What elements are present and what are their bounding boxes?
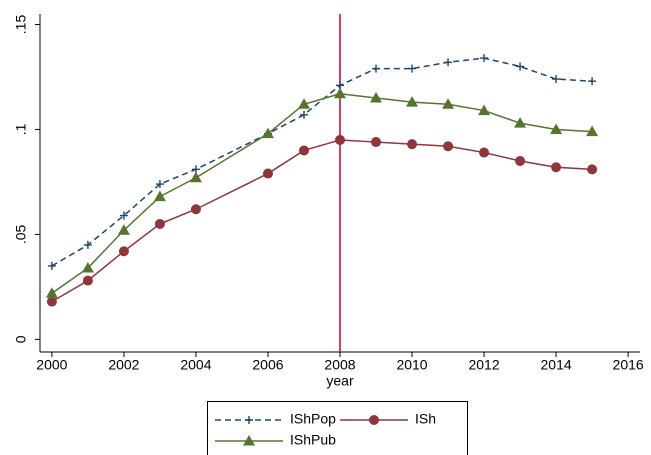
marker — [299, 110, 308, 119]
legend-marker — [369, 415, 379, 425]
y-tick-label: .1 — [13, 123, 29, 135]
y-tick-label: 0 — [13, 335, 29, 343]
marker — [190, 204, 201, 215]
marker — [552, 75, 561, 84]
marker — [119, 211, 128, 220]
marker — [189, 171, 202, 183]
marker — [335, 134, 345, 145]
marker — [480, 54, 489, 63]
marker — [298, 145, 309, 156]
marker — [443, 141, 454, 152]
marker — [479, 147, 490, 158]
marker — [262, 168, 273, 179]
legend-label: IShPop — [290, 411, 336, 427]
marker — [372, 64, 381, 73]
marker — [334, 87, 346, 99]
legend-marker — [243, 435, 255, 446]
x-tick-label: 2000 — [36, 357, 67, 373]
x-axis-label: year — [326, 373, 354, 389]
marker — [371, 137, 382, 148]
marker — [516, 62, 525, 71]
marker — [81, 262, 94, 273]
marker — [82, 275, 93, 286]
x-tick-label: 2012 — [468, 357, 499, 373]
x-tick-label: 2008 — [324, 357, 355, 373]
marker — [514, 117, 527, 128]
x-tick-label: 2014 — [541, 357, 572, 373]
x-tick-label: 2006 — [252, 357, 283, 373]
x-tick-label: 2016 — [613, 357, 644, 373]
marker — [45, 287, 58, 298]
y-tick-label: .15 — [13, 15, 29, 35]
marker — [118, 246, 129, 257]
legend-box — [207, 401, 468, 455]
marker — [407, 139, 418, 150]
x-tick-label: 2010 — [396, 357, 427, 373]
marker — [442, 98, 455, 109]
legend-label: ISh — [415, 411, 436, 427]
marker — [261, 127, 274, 139]
marker — [117, 224, 130, 235]
marker — [478, 104, 491, 116]
marker — [47, 261, 56, 270]
marker — [515, 155, 526, 166]
marker — [588, 77, 597, 86]
legend-label: IShPub — [290, 432, 336, 448]
marker — [154, 218, 165, 229]
marker — [586, 125, 599, 137]
marker — [408, 64, 417, 73]
marker — [550, 123, 563, 134]
y-tick-label: .05 — [13, 224, 29, 244]
marker — [155, 180, 164, 189]
marker — [587, 164, 598, 175]
marker — [551, 162, 562, 173]
marker — [444, 58, 453, 67]
marker — [83, 240, 92, 249]
marker — [153, 190, 166, 202]
marker — [406, 96, 419, 107]
legend-marker — [245, 416, 253, 424]
x-tick-label: 2004 — [180, 357, 211, 373]
marker — [297, 98, 310, 109]
marker — [370, 91, 383, 103]
x-tick-label: 2002 — [108, 357, 139, 373]
marker — [46, 296, 57, 307]
